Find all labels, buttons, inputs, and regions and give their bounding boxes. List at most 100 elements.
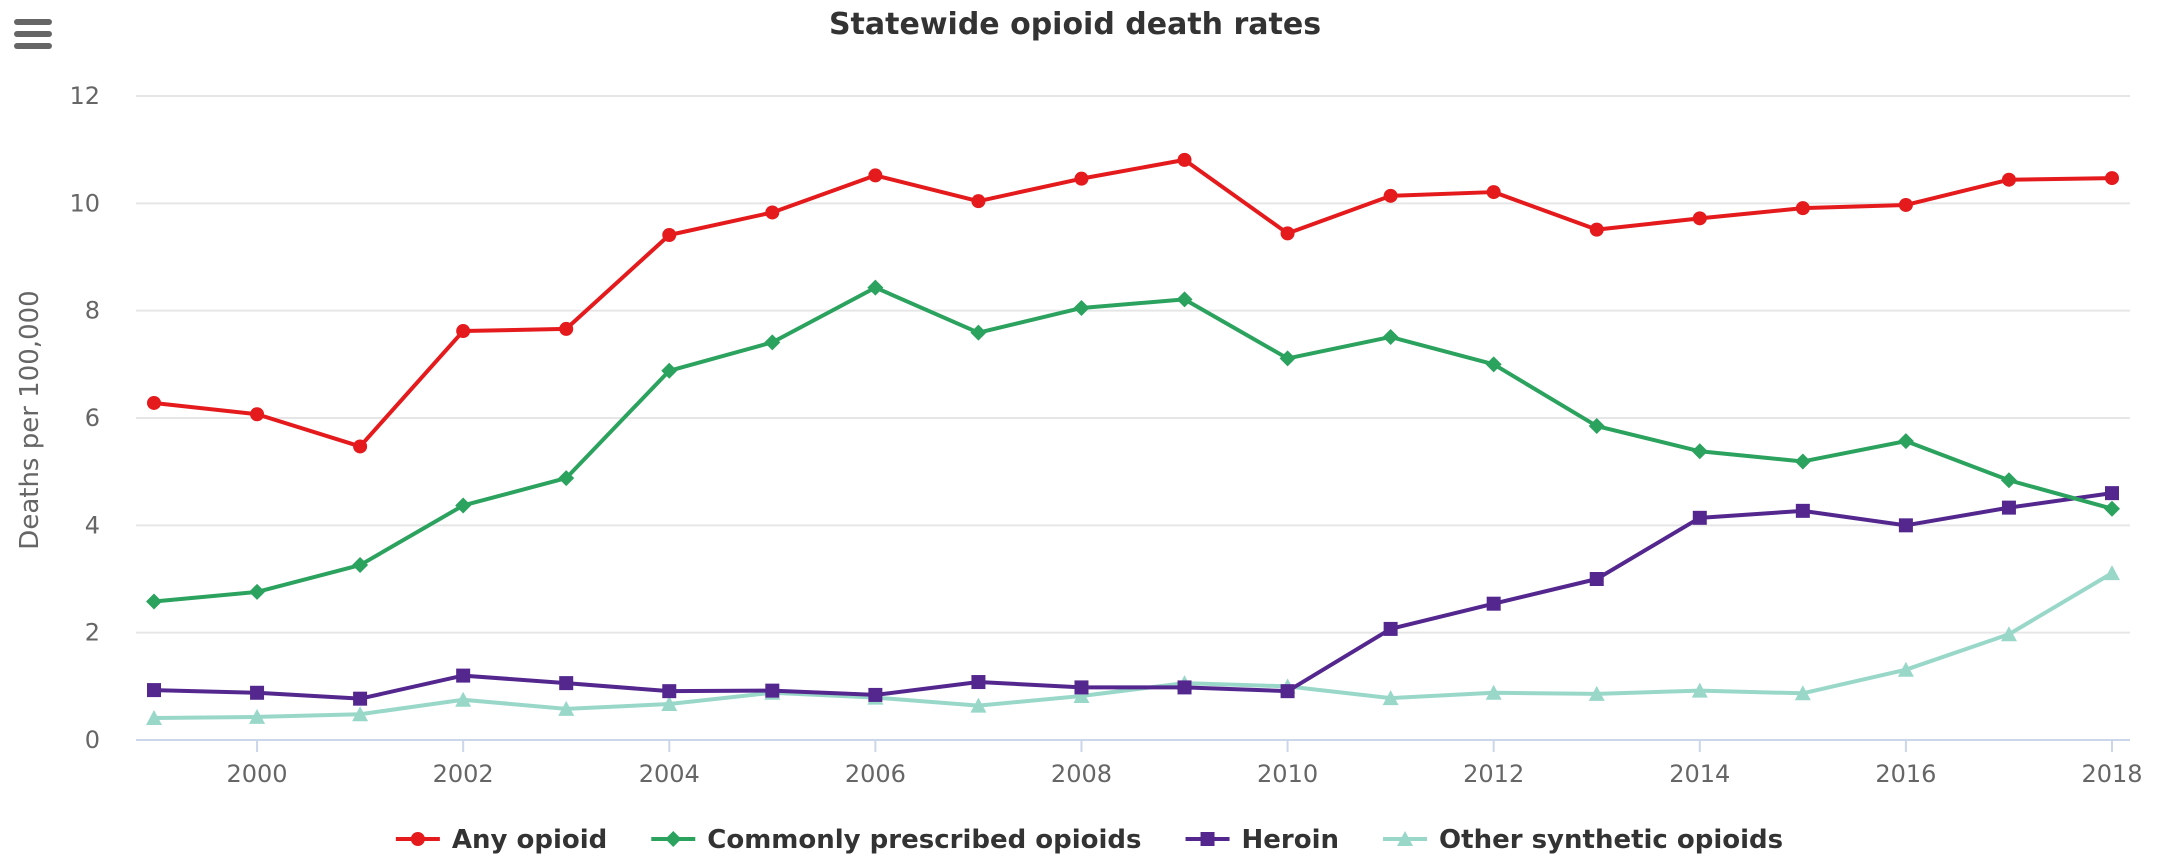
data-point-other-synthetic-opioids[interactable] [1691,682,1708,698]
data-point-any-opioid[interactable] [1692,211,1707,226]
legend-marker-other-synthetic-opioids [1397,831,1414,846]
data-point-commonly-prescribed-opioids[interactable] [1279,350,1296,367]
data-point-commonly-prescribed-opioids[interactable] [2000,472,2017,489]
data-point-any-opioid[interactable] [250,407,265,422]
data-point-heroin[interactable] [1074,680,1089,695]
series-line-other-synthetic-opioids[interactable] [152,571,2114,720]
data-point-commonly-prescribed-opioids[interactable] [1073,299,1090,316]
data-point-heroin[interactable] [250,685,265,700]
series-line-heroin[interactable] [152,491,2114,701]
data-point-commonly-prescribed-opioids[interactable] [1485,356,1502,373]
data-point-any-opioid[interactable] [456,324,471,339]
data-point-any-opioid[interactable] [2001,172,2016,187]
data-point-commonly-prescribed-opioids[interactable] [1176,291,1193,308]
data-point-heroin[interactable] [1795,503,1810,518]
data-point-heroin[interactable] [971,675,986,690]
y-axis-tick-labels: 0 2 4 6 8 10 12 [69,82,100,754]
data-point-commonly-prescribed-opioids[interactable] [1382,328,1399,345]
data-point-heroin[interactable] [662,684,677,699]
data-point-commonly-prescribed-opioids[interactable] [867,279,884,296]
data-point-heroin[interactable] [1177,680,1192,695]
data-point-heroin[interactable] [353,691,368,706]
data-point-heroin[interactable] [2105,486,2119,501]
data-point-commonly-prescribed-opioids[interactable] [455,497,472,514]
x-axis-tick-labels: 2000 2002 2004 2006 2008 2010 2012 2014 2016 2018 [227,760,2143,788]
data-point-commonly-prescribed-opioids[interactable] [1588,418,1605,435]
data-point-other-synthetic-opioids[interactable] [1382,690,1399,706]
data-point-commonly-prescribed-opioids[interactable] [661,362,678,379]
x-tick-label: 2000 [227,760,288,788]
chart-menu-button[interactable] [8,12,58,56]
hamburger-menu-icon [14,19,52,49]
data-point-other-synthetic-opioids[interactable] [1588,685,1605,701]
data-point-heroin[interactable] [1280,684,1295,699]
data-point-heroin[interactable] [147,683,161,698]
data-point-other-synthetic-opioids[interactable] [661,696,678,712]
data-point-heroin[interactable] [1692,510,1707,525]
data-point-any-opioid[interactable] [147,395,161,410]
data-point-other-synthetic-opioids[interactable] [455,691,472,707]
legend-marker-any-opioid [410,832,425,846]
data-point-heroin[interactable] [1383,621,1398,636]
data-point-any-opioid[interactable] [1486,185,1501,200]
x-tick-label: 2006 [845,760,906,788]
series-line-any-opioid[interactable] [152,157,2114,449]
x-tick-label: 2002 [433,760,494,788]
legend-label: Other synthetic opioids [1439,825,1783,855]
data-point-other-synthetic-opioids[interactable] [352,706,369,722]
data-point-any-opioid[interactable] [1280,226,1295,241]
data-point-other-synthetic-opioids[interactable] [1897,661,1914,677]
data-point-commonly-prescribed-opioids[interactable] [1897,433,1914,450]
data-point-other-synthetic-opioids[interactable] [1794,685,1811,701]
data-point-other-synthetic-opioids[interactable] [249,708,266,724]
data-point-heroin[interactable] [1486,596,1501,611]
data-point-any-opioid[interactable] [559,321,574,336]
y-tick-label: 2 [85,619,100,647]
data-point-heroin[interactable] [868,687,883,702]
data-point-other-synthetic-opioids[interactable] [970,697,987,713]
data-point-any-opioid[interactable] [1795,201,1810,216]
series-line-commonly-prescribed-opioids[interactable] [152,285,2114,604]
data-point-any-opioid[interactable] [971,194,986,209]
data-point-heroin[interactable] [559,676,574,691]
x-tick-label: 2010 [1257,760,1318,788]
data-point-heroin[interactable] [2001,500,2016,515]
data-point-any-opioid[interactable] [662,227,677,242]
data-point-other-synthetic-opioids[interactable] [558,700,575,716]
legend-item-any-opioid[interactable]: Any opioid [395,825,607,855]
data-point-any-opioid[interactable] [1898,197,1913,212]
data-point-other-synthetic-opioids[interactable] [146,709,162,725]
data-point-other-synthetic-opioids[interactable] [2000,626,2017,642]
data-point-commonly-prescribed-opioids[interactable] [249,583,266,600]
data-point-any-opioid[interactable] [765,205,780,220]
data-point-commonly-prescribed-opioids[interactable] [2104,500,2120,517]
data-point-commonly-prescribed-opioids[interactable] [1691,443,1708,460]
data-point-any-opioid[interactable] [1177,152,1192,167]
data-point-other-synthetic-opioids[interactable] [2104,565,2120,581]
data-point-other-synthetic-opioids[interactable] [1485,684,1502,700]
data-point-any-opioid[interactable] [1589,222,1604,237]
legend-item-other-synthetic-opioids[interactable]: Other synthetic opioids [1383,825,1783,855]
data-point-any-opioid[interactable] [1074,171,1089,186]
data-point-commonly-prescribed-opioids[interactable] [1794,453,1811,470]
legend-marker-commonly-prescribed-opioids [665,831,682,847]
data-point-commonly-prescribed-opioids[interactable] [146,593,162,610]
data-point-any-opioid[interactable] [353,439,368,454]
data-point-heroin[interactable] [765,683,780,698]
data-point-commonly-prescribed-opioids[interactable] [764,334,781,351]
data-point-heroin[interactable] [1898,518,1913,533]
data-point-commonly-prescribed-opioids[interactable] [352,557,369,574]
data-point-commonly-prescribed-opioids[interactable] [558,470,575,487]
data-point-any-opioid[interactable] [868,168,883,183]
data-point-other-synthetic-opioids[interactable] [1073,687,1090,703]
series-any-opioid [147,152,2119,454]
legend-item-commonly-prescribed-opioids[interactable]: Commonly prescribed opioids [651,825,1142,855]
data-point-commonly-prescribed-opioids[interactable] [970,324,987,341]
x-tick-label: 2016 [1875,760,1936,788]
data-point-any-opioid[interactable] [1383,188,1398,203]
y-tick-label: 12 [69,82,100,110]
data-point-heroin[interactable] [1589,572,1604,586]
data-point-any-opioid[interactable] [2105,171,2119,186]
legend-item-heroin[interactable]: Heroin [1185,825,1340,855]
data-point-heroin[interactable] [456,668,471,683]
